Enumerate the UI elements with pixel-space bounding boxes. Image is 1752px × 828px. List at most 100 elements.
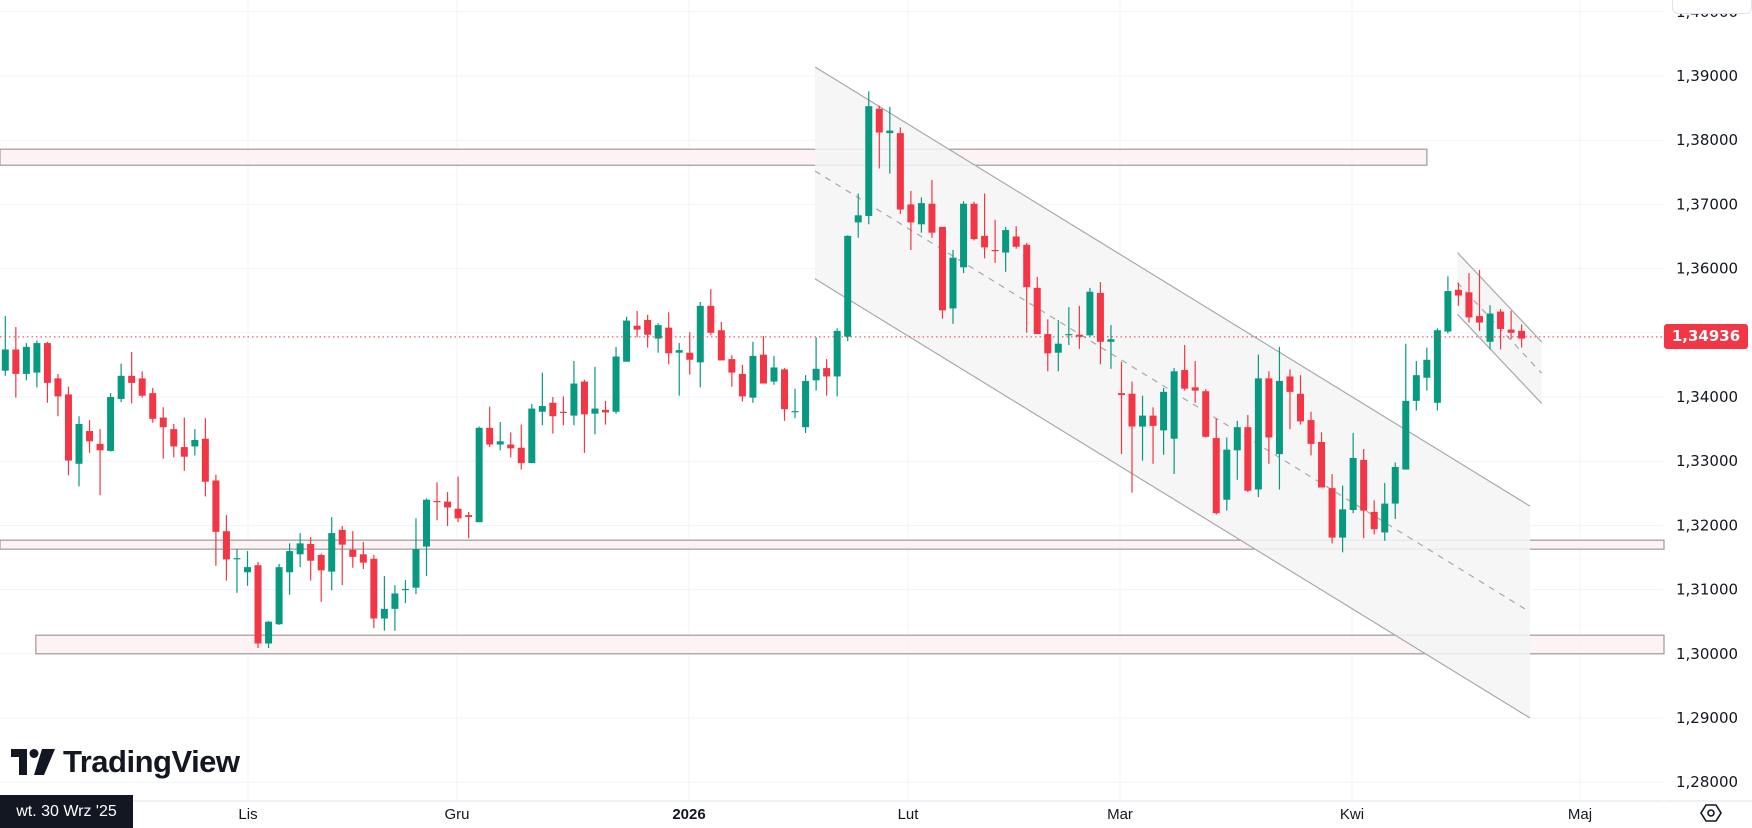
candle-body-down <box>1044 334 1052 354</box>
candle-body-up <box>770 367 778 382</box>
candle-body-up <box>623 320 631 362</box>
price-tick-label: 1,32000 <box>1676 516 1738 534</box>
candle-body-down <box>1191 387 1199 391</box>
settings-hexagon-icon[interactable] <box>1698 801 1724 825</box>
tradingview-logo-icon <box>11 749 55 775</box>
candle-body-down <box>180 447 188 457</box>
candle-body-down <box>12 349 20 374</box>
price-axis-top-button[interactable] <box>1672 0 1752 14</box>
candle-body-up <box>296 543 304 555</box>
candle-body-down <box>1360 459 1368 511</box>
candle-body-down <box>54 378 62 397</box>
candle-body-down <box>370 558 378 619</box>
candle-body-up <box>401 588 409 591</box>
candle-body-down <box>1033 287 1041 335</box>
candle-body-up <box>275 567 283 625</box>
candle-body-down <box>938 226 946 311</box>
resistance-zone <box>0 148 1428 166</box>
candle-body-down <box>1318 441 1326 488</box>
candle-body-up <box>1223 449 1231 500</box>
crosshair-date-badge: wt. 30 Wrz '25 <box>0 795 133 828</box>
candle-body-up <box>1160 391 1168 431</box>
candle-body-down <box>1497 311 1505 329</box>
candle-body-up <box>286 551 294 573</box>
price-axis[interactable]: 1,400001,390001,380001,370001,360001,350… <box>1676 3 1738 791</box>
candle-body-down <box>1244 427 1252 491</box>
candle-body-up <box>696 305 704 363</box>
candle-body-down <box>486 427 494 445</box>
candle-body-up <box>528 408 536 464</box>
candle-body-down <box>96 443 104 451</box>
candle-body-up <box>391 593 399 609</box>
candle-body-down <box>254 565 262 644</box>
candle-body-up <box>380 608 388 619</box>
candle-body-down <box>64 394 72 461</box>
candle-body-down <box>759 354 767 384</box>
candle-body-up <box>654 325 662 339</box>
candle-body-up <box>1423 359 1431 378</box>
candle-body-up <box>265 621 273 644</box>
candle-body-up <box>496 441 504 445</box>
candle-body-up <box>1349 457 1357 510</box>
candle-body-down <box>1128 393 1136 427</box>
price-tick-label: 1,38000 <box>1676 131 1738 149</box>
candle-body-up <box>1412 375 1420 401</box>
candle-body-up <box>675 350 683 353</box>
candle-body-down <box>1370 511 1378 530</box>
candle-body-down <box>738 373 746 397</box>
candle-body-up <box>1065 334 1073 336</box>
candle-body-down <box>517 447 525 464</box>
candle-body-down <box>138 378 146 396</box>
candle-body-down <box>1075 334 1083 337</box>
candle-body-up <box>1107 339 1115 342</box>
candle-body-down <box>1507 329 1515 333</box>
candle-body-up <box>791 411 799 413</box>
candle-body-up <box>233 558 241 560</box>
candle-body-down <box>128 375 136 383</box>
candle-body-up <box>917 203 925 225</box>
candle-body-up <box>1339 509 1347 538</box>
candle-body-down <box>149 393 157 419</box>
candle-body-down <box>465 515 473 518</box>
candle-body-down <box>970 203 978 240</box>
time-tick-label: Lis <box>238 806 257 823</box>
candle-body-up <box>1002 230 1010 253</box>
candle-body-down <box>307 544 315 561</box>
candle-body-down <box>686 352 694 360</box>
price-tick-label: 1,28000 <box>1676 773 1738 791</box>
candle-body-up <box>107 397 115 451</box>
candle-body-down <box>444 501 452 508</box>
candle-body-up <box>1233 427 1241 451</box>
candle-body-up <box>117 375 125 399</box>
price-tick-label: 1,36000 <box>1676 260 1738 278</box>
candle-body-down <box>928 203 936 233</box>
candle-body-up <box>1433 330 1441 403</box>
time-axis[interactable]: Lis Gru 2026 Lut Mar Kwi Maj <box>238 806 1592 823</box>
candle-body-down <box>507 444 515 449</box>
candle-body-down <box>1202 391 1210 437</box>
candle-body-up <box>960 203 968 268</box>
price-tick-label: 1,31000 <box>1676 581 1738 599</box>
candle-body-down <box>317 554 325 571</box>
candle-body-down <box>359 554 367 563</box>
candle-body-down <box>728 359 736 373</box>
candle-body-down <box>875 108 883 133</box>
candle-body-down <box>1096 292 1104 342</box>
candle-body-up <box>949 257 957 309</box>
candle-body-down <box>823 368 831 377</box>
main-regression-channel-lower-line <box>814 278 1531 719</box>
candle-body-up <box>1139 415 1147 427</box>
candles <box>1 91 1526 649</box>
support-zone-1300 <box>35 634 1665 655</box>
price-tick-label: 1,33000 <box>1676 452 1738 470</box>
candle-body-up <box>423 499 430 547</box>
candle-body-down <box>1307 420 1315 444</box>
candle-body-down <box>1012 236 1020 247</box>
candle-body-down <box>991 249 999 252</box>
time-tick-label: Kwi <box>1340 806 1364 823</box>
candle-body-down <box>1518 330 1526 339</box>
small-descending-channel-upper-line <box>1456 252 1543 343</box>
candle-body-up <box>833 330 841 377</box>
candle-body-down <box>781 369 789 410</box>
